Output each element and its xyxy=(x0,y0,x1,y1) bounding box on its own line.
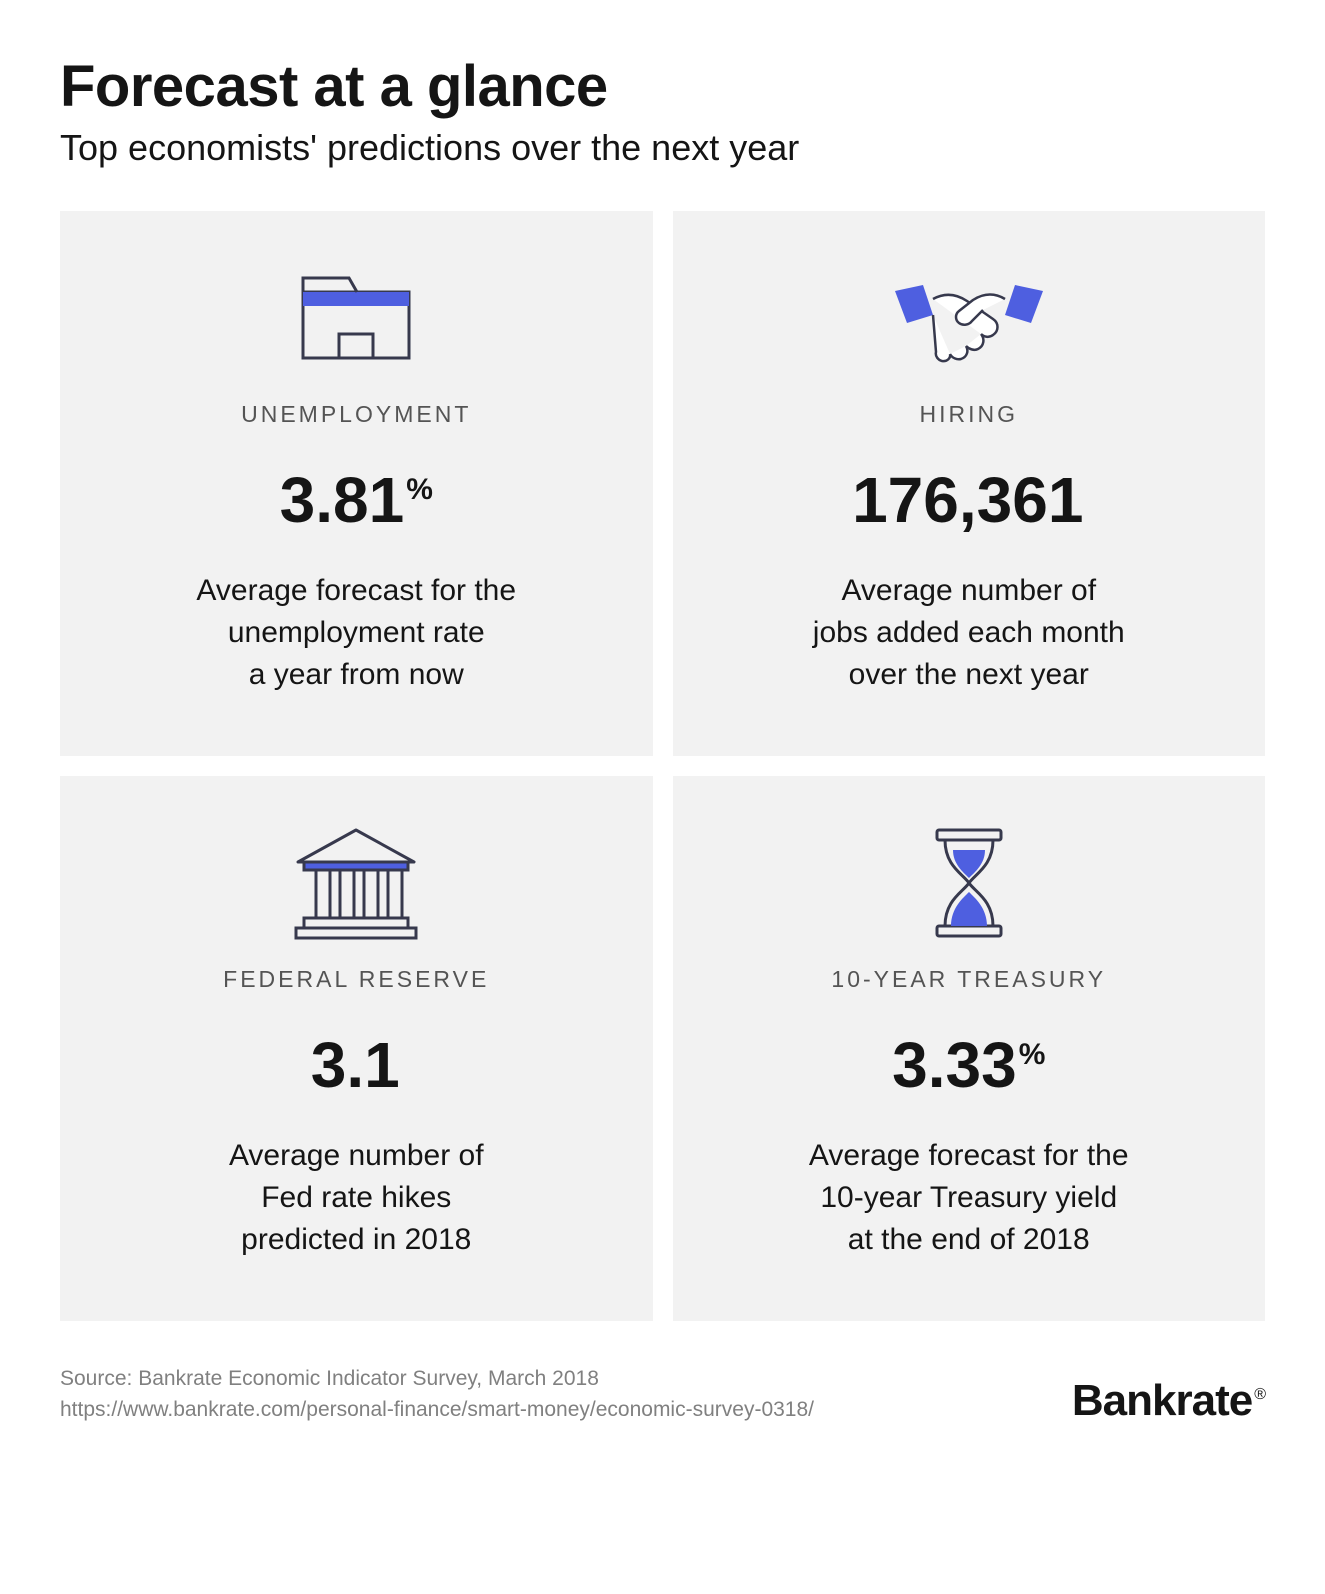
card-value: 3.81% xyxy=(280,468,433,532)
source-text: Source: Bankrate Economic Indicator Surv… xyxy=(60,1363,814,1426)
card-label: UNEMPLOYMENT xyxy=(241,401,471,428)
page-title: Forecast at a glance xyxy=(60,55,1265,119)
card-value: 176,361 xyxy=(852,468,1085,532)
folder-icon xyxy=(291,261,421,376)
brand-logo: Bankrate® xyxy=(1072,1376,1265,1426)
card-treasury: 10-YEAR TREASURY 3.33% Average forecast … xyxy=(673,776,1266,1321)
card-label: FEDERAL RESERVE xyxy=(223,966,489,993)
card-label: 10-YEAR TREASURY xyxy=(831,966,1106,993)
card-hiring: HIRING 176,361 Average number of jobs ad… xyxy=(673,211,1266,756)
card-description: Average number of Fed rate hikes predict… xyxy=(229,1135,484,1261)
card-unemployment: UNEMPLOYMENT 3.81% Average forecast for … xyxy=(60,211,653,756)
handshake-icon xyxy=(889,261,1049,376)
page-subtitle: Top economists' predictions over the nex… xyxy=(60,127,1265,169)
card-description: Average number of jobs added each month … xyxy=(813,570,1125,696)
card-description: Average forecast for the 10-year Treasur… xyxy=(809,1135,1129,1261)
card-description: Average forecast for the unemployment ra… xyxy=(196,570,516,696)
footer: Source: Bankrate Economic Indicator Surv… xyxy=(60,1363,1265,1426)
card-value: 3.1 xyxy=(311,1033,402,1097)
cards-grid: UNEMPLOYMENT 3.81% Average forecast for … xyxy=(60,211,1265,1321)
card-label: HIRING xyxy=(920,401,1019,428)
card-federal-reserve: FEDERAL RESERVE 3.1 Average number of Fe… xyxy=(60,776,653,1321)
bank-icon xyxy=(286,826,426,941)
hourglass-icon xyxy=(929,826,1009,941)
card-value: 3.33% xyxy=(892,1033,1045,1097)
